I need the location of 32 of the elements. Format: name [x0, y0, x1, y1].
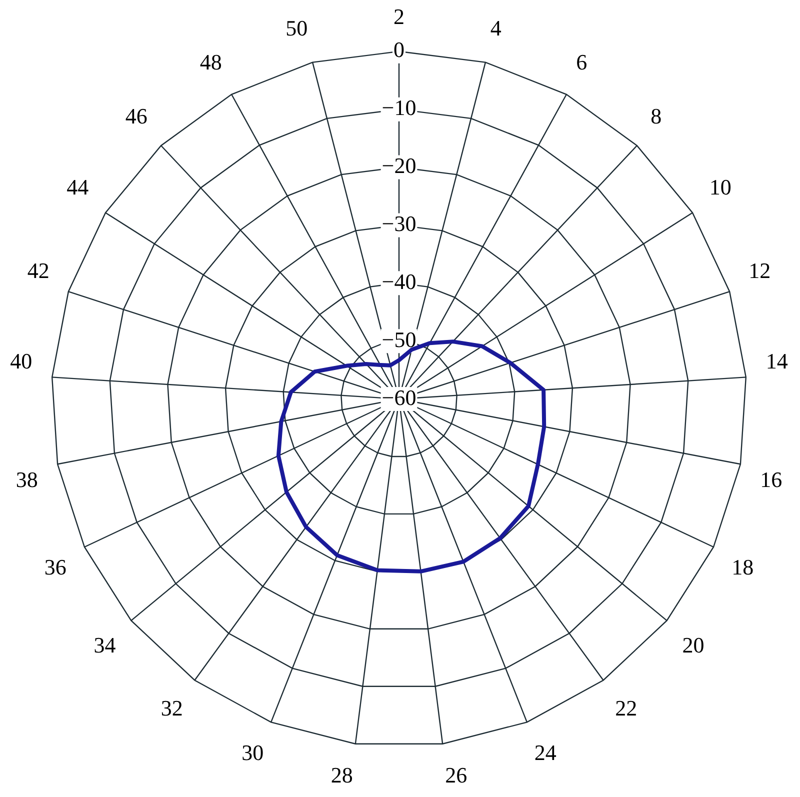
spoke-label: 6: [576, 49, 588, 74]
y-tick-label: −40: [382, 268, 416, 294]
spoke-label: 4: [490, 16, 502, 41]
spoke-label: 10: [709, 174, 732, 200]
y-tick-label: 0: [394, 37, 404, 62]
spoke-label: 8: [650, 104, 662, 129]
spoke-label: 40: [10, 348, 32, 374]
spoke-label: 24: [534, 740, 556, 765]
spoke-label: 46: [125, 104, 148, 129]
y-tick-label: −10: [382, 95, 416, 120]
spoke-label: 44: [66, 174, 89, 200]
spoke-label: 18: [732, 554, 754, 580]
spoke-label: 12: [748, 258, 771, 283]
spoke-label: 38: [16, 466, 38, 492]
spoke-label: 32: [160, 695, 183, 720]
spoke-label: 22: [615, 695, 638, 720]
spoke-label: 48: [200, 49, 222, 74]
spoke-label: 28: [330, 762, 353, 788]
spoke-label: 50: [286, 16, 308, 41]
spoke-label: 30: [242, 740, 264, 765]
spoke-label: 36: [44, 554, 66, 580]
spoke-label: 42: [27, 258, 50, 283]
spoke-label: 14: [766, 348, 788, 374]
y-tick-label: −60: [382, 384, 416, 410]
y-tick-label: −20: [382, 153, 416, 178]
spoke-label: 34: [94, 632, 116, 658]
spoke-label: 2: [394, 4, 404, 29]
spoke-label: 20: [682, 632, 704, 658]
y-tick-label: −50: [382, 326, 416, 352]
spoke-label: 26: [445, 762, 468, 788]
y-tick-label: −30: [382, 210, 416, 236]
spoke-label: 16: [760, 466, 782, 492]
